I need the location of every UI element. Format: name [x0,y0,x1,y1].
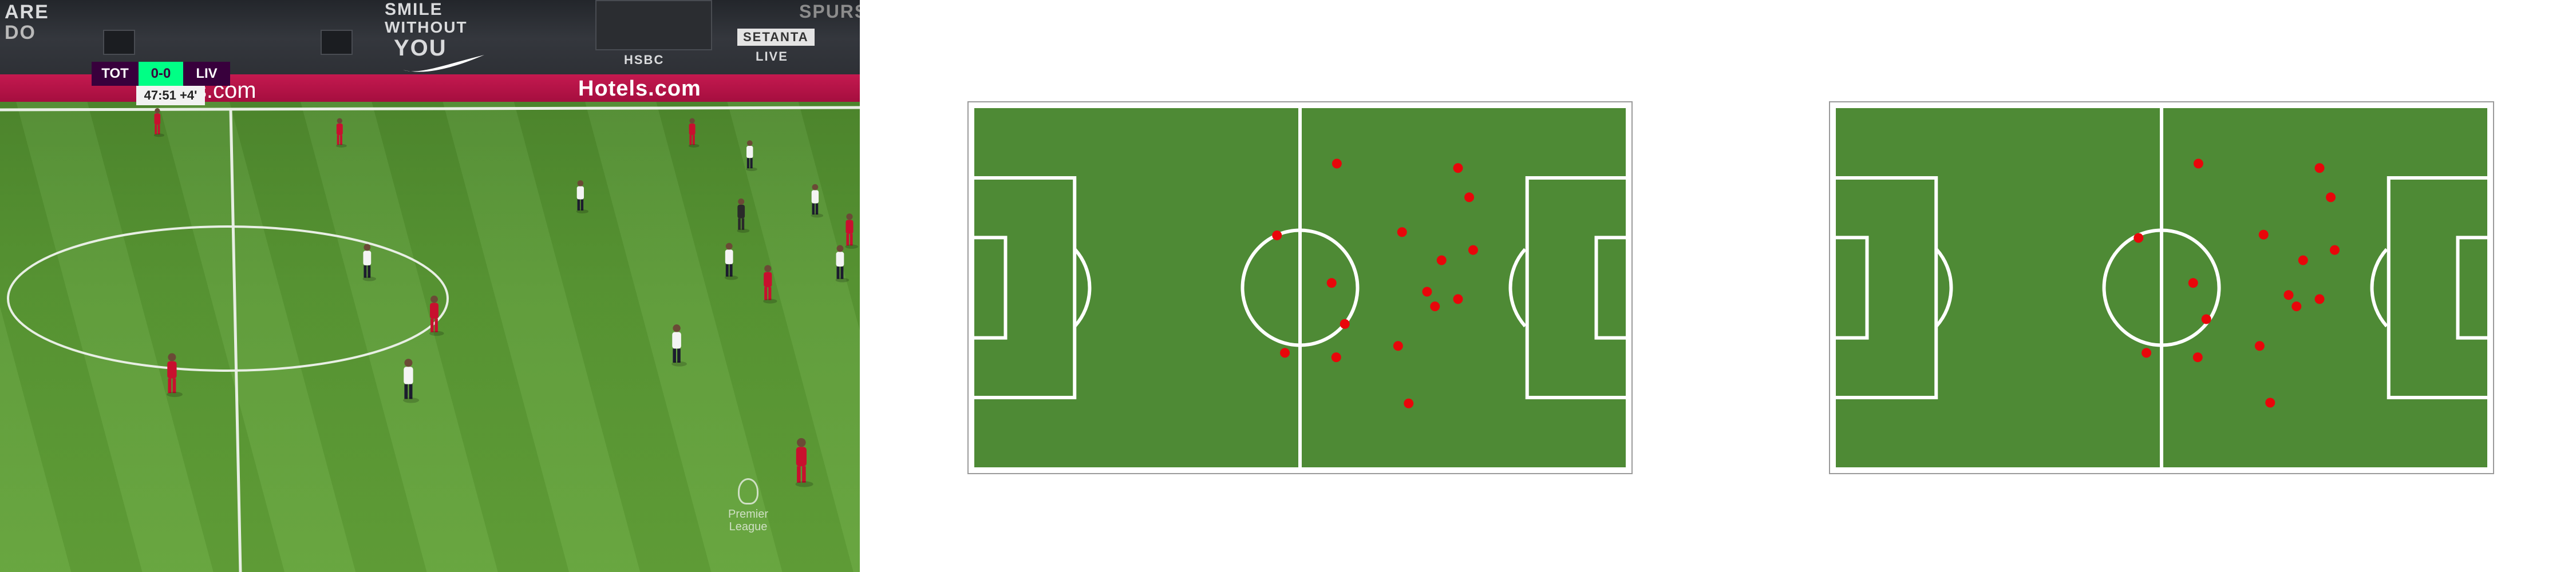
player-dot [1397,227,1407,237]
player-dot [2201,314,2211,324]
player-dot [2193,158,2203,169]
stand-banner-text: DO [5,22,36,43]
player-dot [2283,290,2294,300]
left-goal-area [1832,236,1869,340]
scoreboard: TOT 0-0 LIV [92,62,230,86]
player-figure [671,324,687,367]
right-goal-area [2456,236,2491,340]
tactical-pitch-2 [1829,101,2494,474]
player-dot [2326,192,2336,202]
stand-banner-text: HSBC [624,53,665,67]
player-figure [737,198,750,233]
player-figure [688,118,700,148]
player-dot [2258,229,2269,240]
player-figure [835,245,850,283]
away-team-abbr: LIV [183,62,230,86]
player-figure [576,180,588,214]
left-goal-area [971,236,1008,340]
player-dot [2134,233,2144,243]
broadcast-frame: ARE DO SMILE WITHOUT YOU SETANTA SPURS L… [0,0,860,572]
player-dot [2298,255,2308,265]
player-figure [167,353,183,398]
player-dot [2254,341,2265,351]
player-dot [1436,255,1447,265]
player-dot [2188,278,2198,288]
player-dot [1331,352,1341,363]
right-penalty-arc [2370,248,2388,328]
advertising-board-text: Hotels.com [578,77,701,101]
player-figure [429,295,444,336]
stand-banner-text: YOU [394,35,447,61]
player-dot [1464,192,1475,202]
player-dot [2192,352,2203,363]
center-circle [1240,228,1360,347]
added-time: +4' [180,88,197,102]
league-logo-text: Premier League [722,508,774,533]
left-penalty-arc [1073,248,1092,328]
player-dot [2314,163,2325,173]
stand-crest-panel [595,0,712,50]
right-penalty-arc [1508,248,1527,328]
league-logo: Premier League [722,478,774,533]
stand-screen [321,30,353,55]
stand-banner-text: WITHOUT [385,18,468,36]
player-dot [1404,398,1414,408]
player-figure [811,184,824,218]
player-dot [1468,245,1478,255]
player-dot [1326,278,1337,288]
lion-crest-icon [738,478,758,505]
player-figure [845,213,858,249]
match-clock: 47:51 +4' [136,86,205,105]
player-figure [362,244,377,281]
player-figure [795,438,813,487]
player-dot [1422,287,1432,297]
player-figure [403,359,420,403]
stand-banner-text: SMILE [385,0,443,19]
player-dot [2329,245,2340,255]
home-team-abbr: TOT [92,62,139,86]
player-dot [1340,319,1350,329]
touchline [0,106,860,112]
player-figure [724,243,738,280]
pitch-markings [0,106,860,572]
score: 0-0 [139,62,183,86]
center-circle [2102,228,2221,347]
stand-screen [103,30,135,55]
stand-banner-text: SETANTA [737,29,815,46]
player-dot [1393,341,1403,351]
pitch-photo [0,102,860,572]
player-dot [1272,230,1282,240]
player-figure [746,140,757,172]
stand-banner-text: SPURS [799,1,860,22]
player-dot [2265,398,2275,408]
center-circle [7,225,449,372]
tactical-pitch-1 [967,101,1633,474]
stand-banner-text: LIVE [756,49,788,63]
player-dot [2291,301,2302,312]
league-logo-line: League [729,521,768,533]
player-dot [1280,348,1290,358]
player-dot [2314,294,2325,304]
player-figure [763,265,777,304]
player-dot [1453,294,1463,304]
swoosh-logo-icon [403,55,484,72]
left-penalty-arc [1935,248,1953,328]
player-dot [1453,163,1463,173]
player-dot [1332,158,1342,169]
player-figure [153,108,165,137]
player-dot [2142,348,2152,358]
halfway-line [229,109,242,572]
stand-banner-text: ARE [5,1,49,23]
player-dot [1430,301,1440,312]
player-figure [336,118,347,148]
match-clock-time: 47:51 [144,88,176,102]
right-goal-area [1594,236,1629,340]
league-logo-line: Premier [728,508,768,521]
